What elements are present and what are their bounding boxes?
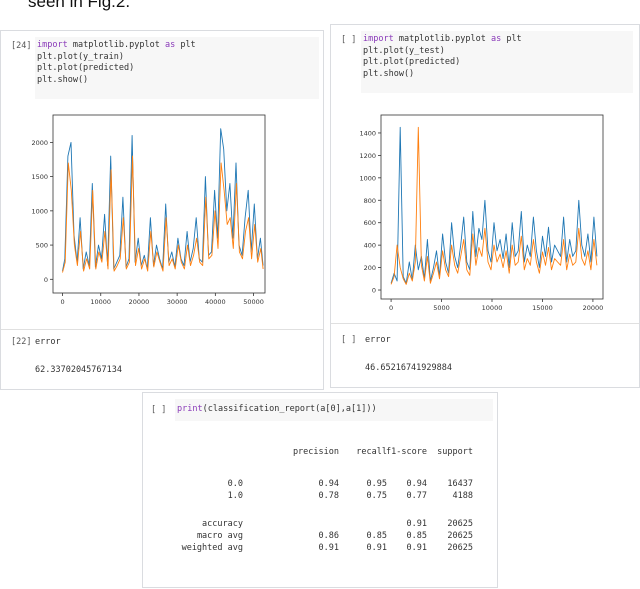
report-row-label: macro avg	[196, 531, 243, 541]
code-line-import: import matplotlib.pyplot as plt	[35, 37, 319, 52]
error-cell-prompt: [ ]	[341, 335, 357, 345]
y-tick-label: 400	[364, 242, 376, 250]
y-tick-label: 1200	[359, 152, 376, 160]
report-cell: 0.91	[366, 543, 387, 553]
y-tick-label: 200	[364, 264, 376, 272]
error-code[interactable]: error	[35, 337, 61, 347]
y-tick-label: 1400	[359, 129, 376, 137]
report-row-label: accuracy	[202, 519, 243, 529]
keyword-import: import	[37, 40, 68, 50]
keyword-import: import	[363, 34, 394, 44]
alias-name: plt	[501, 34, 522, 44]
plot-area	[380, 114, 604, 300]
y-tick-label: 1000	[31, 207, 48, 215]
code-editor[interactable]: print(classification_report(a[0],a[1]))	[175, 399, 493, 421]
predicted-series-line	[62, 155, 264, 273]
test-prediction-chart: 0 200 400 600 800 1000 1200 1400 0 5000 10000 15000…	[359, 114, 604, 312]
report-cell: 0.91	[318, 543, 339, 553]
report-cell: 0.85	[366, 531, 387, 541]
x-tick-label: 30000	[167, 298, 188, 306]
report-header-precision: precision	[292, 447, 339, 457]
cell-prompt: [24]	[11, 41, 32, 51]
report-cell: 0.75	[366, 491, 387, 501]
alias-name: plt	[175, 40, 196, 50]
y-tick-label: 2000	[31, 139, 48, 147]
report-cell: 4188	[452, 491, 473, 501]
code-line: plt.show()	[37, 74, 89, 85]
report-header-recall: recall	[356, 447, 387, 457]
y-tick-label: 500	[36, 242, 48, 250]
report-row-label: 1.0	[227, 491, 243, 501]
y-tick-label: 1500	[31, 173, 48, 181]
report-row-label: 0.0	[227, 479, 243, 489]
cell-divider	[1, 329, 323, 330]
x-tick-label: 0	[60, 298, 64, 306]
error-code[interactable]: error	[365, 335, 391, 345]
error-output-value: 62.33702045767134	[35, 365, 122, 375]
report-cell: 0.94	[406, 479, 427, 489]
y-tick-label: 1000	[359, 174, 376, 182]
predicted-series-line	[390, 126, 598, 285]
module-name: matplotlib.pyplot	[67, 40, 165, 50]
notebook-cell-left: [24] import matplotlib.pyplot as plt plt…	[0, 30, 324, 390]
report-cell: 0.91	[406, 519, 427, 529]
report-header-f1-score: f1-score	[386, 447, 427, 457]
x-tick-label: 10000	[482, 304, 503, 312]
notebook-cell-right: [ ] import matplotlib.pyplot as plt plt.…	[330, 24, 640, 388]
x-tick-label: 50000	[243, 298, 264, 306]
report-cell: 20625	[447, 543, 473, 553]
code-line: plt.plot(predicted)	[37, 63, 135, 73]
actual-series-line	[390, 126, 598, 284]
report-cell: 20625	[447, 519, 473, 529]
y-tick-label: 0	[372, 287, 376, 295]
x-tick-label: 5000	[433, 304, 450, 312]
report-cell: 20625	[447, 531, 473, 541]
module-name: matplotlib.pyplot	[393, 34, 491, 44]
cell-divider	[331, 323, 639, 324]
code-line: plt.show()	[363, 68, 415, 79]
x-tick-label: 20000	[583, 304, 604, 312]
error-cell-prompt: [22]	[11, 337, 32, 347]
report-cell: 0.95	[366, 479, 387, 489]
code-call: (classification_report(a[0],a[1]))	[202, 404, 377, 414]
report-cell: 0.85	[406, 531, 427, 541]
code-line: plt.plot(y_test)	[363, 45, 445, 56]
report-cell: 0.86	[318, 531, 339, 541]
report-cell: 0.94	[318, 479, 339, 489]
report-row-label: weighted avg	[181, 543, 243, 553]
code-line: plt.plot(y_train)	[37, 51, 124, 62]
code-line: print(classification_report(a[0],a[1]))	[175, 399, 493, 416]
code-editor[interactable]: import matplotlib.pyplot as plt plt.plot…	[35, 37, 319, 99]
keyword-as: as	[490, 34, 502, 44]
keyword-print: print	[177, 404, 203, 414]
x-tick-label: 0	[389, 304, 393, 312]
report-cell: 0.91	[406, 543, 427, 553]
code-editor[interactable]: import matplotlib.pyplot as plt plt.plot…	[361, 31, 633, 93]
report-cell: 0.78	[318, 491, 339, 501]
notebook-cell-report: [ ] print(classification_report(a[0],a[1…	[142, 392, 498, 588]
x-tick-label: 20000	[129, 298, 150, 306]
x-tick-label: 40000	[205, 298, 226, 306]
code-line-import: import matplotlib.pyplot as plt	[361, 31, 633, 46]
report-cell: 16437	[447, 479, 473, 489]
code-line: plt.plot(predicted)	[363, 57, 461, 67]
x-tick-label: 15000	[532, 304, 553, 312]
report-header-support: support	[437, 447, 473, 457]
y-tick-label: 0	[44, 276, 48, 284]
y-tick-label: 800	[364, 197, 376, 205]
figure-caption: seen in Fig.2.	[28, 0, 131, 11]
y-tick-label: 600	[364, 219, 376, 227]
cell-prompt: [ ]	[341, 35, 357, 45]
report-cell: 0.77	[406, 491, 427, 501]
x-tick-label: 10000	[90, 298, 111, 306]
cell-prompt: [ ]	[151, 405, 167, 415]
error-output-value: 46.65216741929884	[365, 363, 452, 373]
keyword-as: as	[164, 40, 176, 50]
